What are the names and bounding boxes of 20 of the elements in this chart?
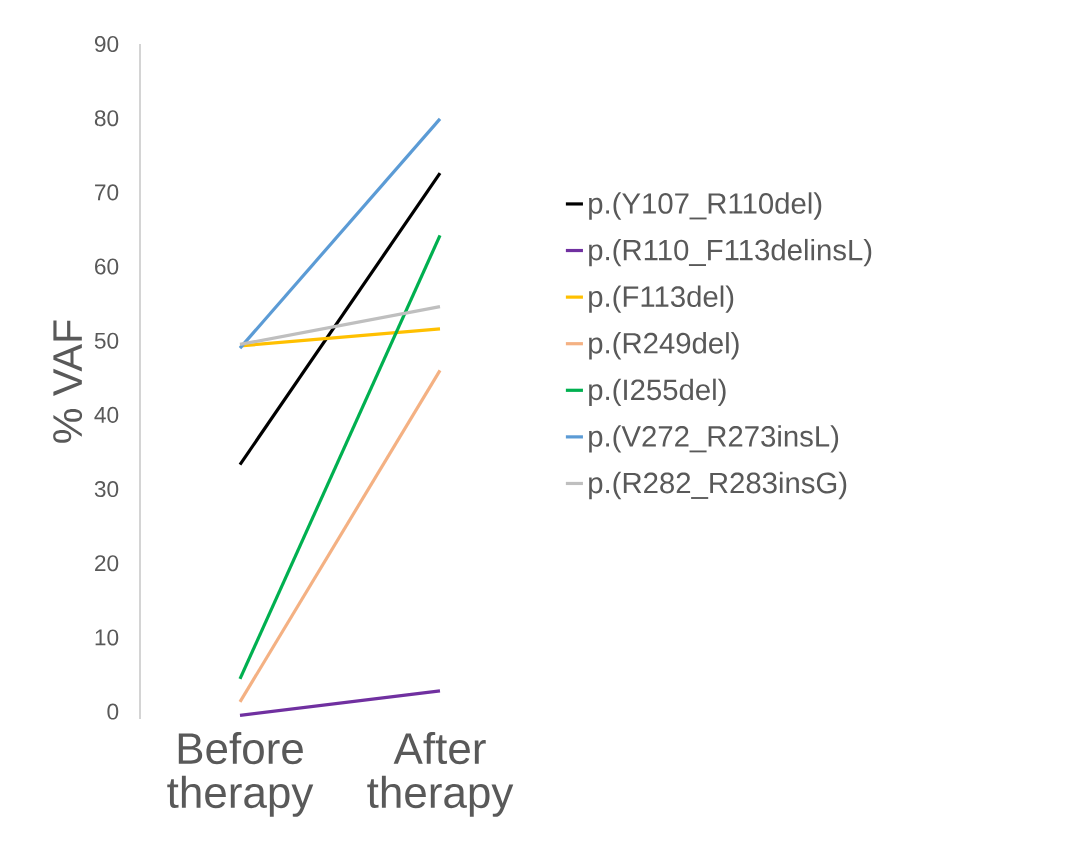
legend-label: p.(V272_R273insL) [589,425,839,453]
y-tick-label: 70 [95,184,119,201]
x-tick-label: After therapy [367,731,514,817]
y-tick-label: 0 [107,703,119,720]
y-axis-title: % VAF [53,320,83,443]
y-tick-label: 60 [95,258,119,275]
y-tick-label: 80 [94,110,119,127]
y-tick-label: 40 [94,406,119,423]
y-tick-label: 10 [95,629,119,646]
y-tick-label: 90 [94,35,119,53]
y-tick-label: 20 [95,555,119,572]
legend-label: p.(R110_F113delinsL) [589,238,872,267]
x-tick-label: Before therapy [167,731,314,817]
y-tick-label: 30 [94,481,119,498]
legend-label: p.(I255del) [589,378,726,407]
legend-label: p.(R282_R283insG) [589,471,847,500]
legend-label: p.(R249del) [589,332,739,360]
y-tick-label: 50 [94,332,119,349]
legend-label: p.(Y107_R110del) [589,192,822,220]
legend-label: p.(F113del) [589,285,734,313]
